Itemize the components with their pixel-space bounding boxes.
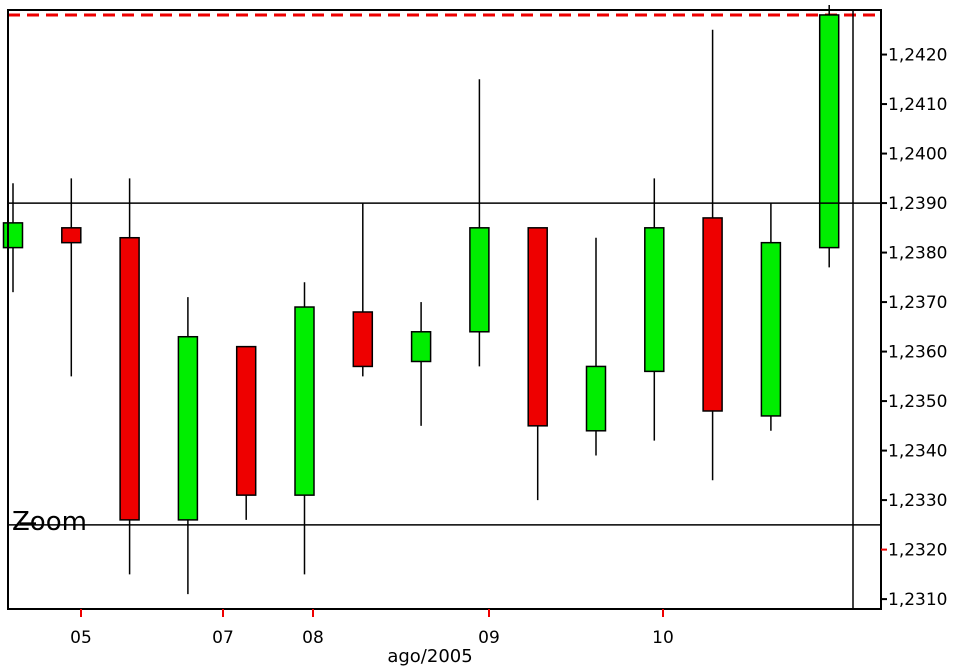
y-tick-label: 1,2390: [888, 194, 947, 214]
x-axis: 05 07 08 09 10: [70, 609, 674, 648]
x-tick-label: 10: [652, 628, 674, 648]
candle-body-down: [527, 227, 548, 427]
x-tick-label: 09: [478, 628, 500, 648]
candle: [760, 203, 782, 431]
y-tick-label: 1,2340: [888, 442, 947, 462]
candle-body-up: [410, 331, 432, 363]
y-tick-label: 1,2320: [888, 541, 947, 561]
candles-layer: [2, 5, 840, 595]
candle-body-up: [585, 365, 607, 432]
candle-body-down: [352, 311, 374, 368]
candle: [644, 178, 665, 441]
candle: [352, 203, 374, 377]
candle-body-up: [294, 306, 315, 496]
candle-body-up: [644, 227, 665, 373]
candle-body-down: [119, 236, 140, 521]
candle: [410, 302, 432, 426]
candle: [527, 227, 548, 501]
y-tick-label: 1,2400: [888, 145, 947, 165]
y-tick-label: 1,2410: [888, 95, 947, 115]
crosshair-layer: [8, 10, 881, 609]
y-tick-label: 1,2360: [888, 343, 947, 363]
candle-body-up: [469, 227, 490, 333]
zoom-label: Zoom: [12, 507, 87, 537]
y-tick-label: 1,2380: [888, 244, 947, 264]
y-tick-label: 1,2310: [888, 590, 947, 610]
candle: [702, 29, 723, 481]
y-tick-label: 1,2370: [888, 293, 947, 313]
candle: [235, 345, 257, 520]
y-axis: 1,2420 1,2410 1,2400 1,2390 1,2380 1,2370 1,23…: [881, 46, 947, 610]
candle-body-up: [177, 335, 199, 521]
x-tick-label: 08: [302, 628, 324, 648]
candle-body-down: [61, 227, 82, 244]
candle-body-up: [2, 222, 24, 249]
candle-body-up: [818, 14, 840, 249]
candle-body-down: [702, 217, 723, 412]
x-tick-label: 05: [70, 628, 92, 648]
candle: [177, 297, 199, 595]
x-axis-title: ago/2005: [387, 646, 472, 666]
plot-background: [8, 10, 881, 609]
candle: [818, 5, 840, 268]
candle-body-up: [760, 241, 782, 417]
candle: [469, 79, 490, 367]
candle: [294, 282, 315, 575]
y-tick-label: 1,2330: [888, 491, 947, 511]
y-tick-label: 1,2420: [888, 46, 947, 66]
plot-frame: [7, 9, 882, 610]
candle-body-down: [235, 345, 257, 496]
candle: [61, 178, 82, 377]
x-tick-label: 07: [212, 628, 234, 648]
candle: [585, 237, 607, 456]
candle: [119, 178, 140, 575]
y-tick-label: 1,2350: [888, 392, 947, 412]
